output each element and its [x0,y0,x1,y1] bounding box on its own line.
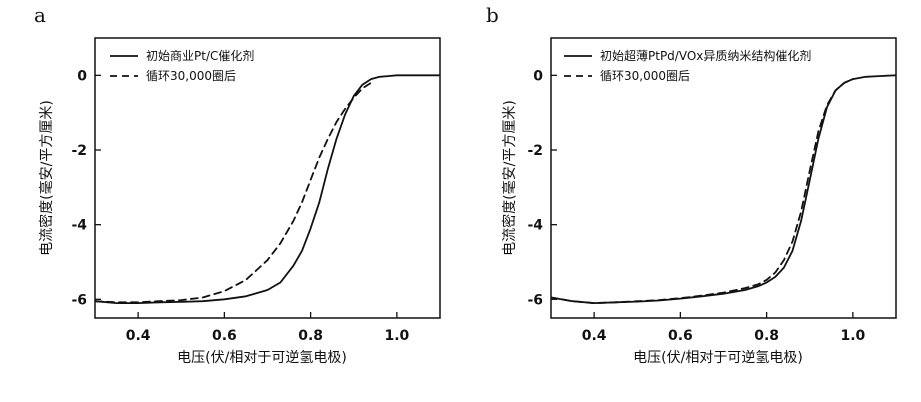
legend-entry: 初始商业Pt/C催化剂 [146,48,254,63]
x-tick-label: 0.8 [754,328,779,344]
y-tick-label: 0 [77,68,87,84]
y-tick-label: -6 [527,292,543,308]
y-axis-title: 电流密度(毫安/平方厘米) [38,100,55,256]
series-line-after-cycling [95,83,371,302]
y-tick-label: 0 [533,68,543,84]
x-tick-label: 1.0 [840,328,865,344]
y-tick-label: -2 [71,143,87,159]
panel-label: a [34,3,46,27]
x-axis-title: 电压(伏/相对于可逆氢电极) [633,350,803,366]
x-axis-title: 电压(伏/相对于可逆氢电极) [177,350,347,366]
x-tick-label: 1.0 [384,328,409,344]
y-tick-label: -6 [71,292,87,308]
x-tick-label: 0.6 [668,328,693,344]
y-tick-label: -4 [71,218,87,234]
chart-panel-a: a 0.4 0.6 0.8 1.0 0 -2 -4 -6 电压(伏/相对于可逆氢电极) 电流密度(毫… [34,3,440,366]
x-tick-label: 0.6 [212,328,237,344]
legend-entry: 初始超薄PtPd/VOx异质纳米结构催化剂 [600,48,811,63]
legend-entry: 循环30,000圈后 [600,69,690,83]
x-tick-label: 0.4 [126,328,151,344]
panel-label: b [486,3,499,27]
x-tick-label: 0.8 [298,328,323,344]
x-tick-label: 0.4 [582,328,607,344]
series-line-initial [95,75,440,303]
y-tick-label: -2 [527,143,543,159]
chart-panel-b: b 0.4 0.6 0.8 1.0 0 -2 -4 -6 电压(伏/相对于可逆氢电极) 电流密度(毫… [486,3,896,366]
series-line-initial [551,75,896,303]
legend-entry: 循环30,000圈后 [146,69,236,83]
y-tick-label: -4 [527,218,543,234]
y-axis-title: 电流密度(毫安/平方厘米) [501,100,518,256]
